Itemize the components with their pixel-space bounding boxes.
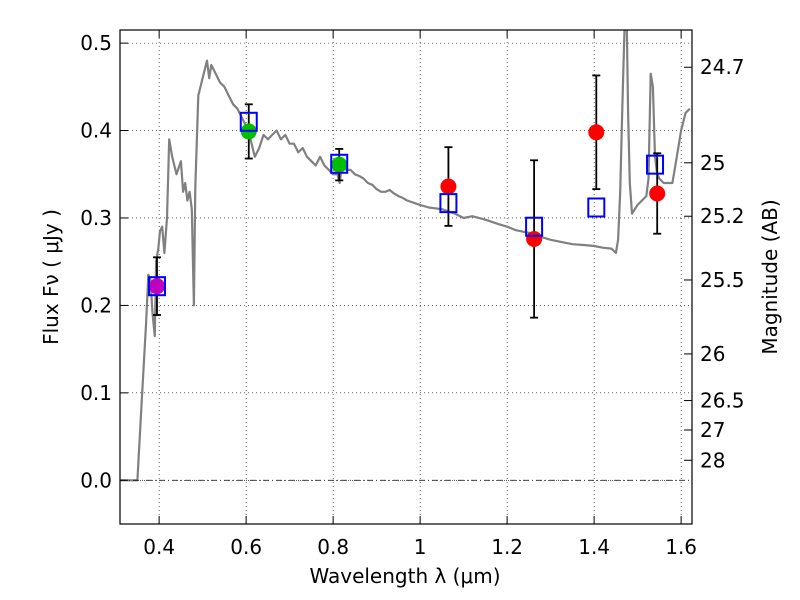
y2-tick-label: 26.5 bbox=[700, 389, 745, 413]
observed-point bbox=[649, 185, 666, 202]
observed-point bbox=[148, 278, 165, 295]
x-tick-label: 0.8 bbox=[317, 535, 349, 559]
y-tick-label: 0.2 bbox=[80, 293, 112, 317]
y-tick-label: 0.5 bbox=[80, 31, 112, 55]
x-tick-label: 0.4 bbox=[143, 535, 175, 559]
grid bbox=[120, 30, 692, 524]
x-axis-label: Wavelength λ (μm) bbox=[309, 564, 500, 588]
x-tick-label: 1.6 bbox=[665, 535, 697, 559]
observed-point bbox=[440, 178, 457, 195]
y2-tick-label: 25.5 bbox=[700, 268, 745, 292]
y2-tick-label: 27 bbox=[700, 418, 725, 442]
observed-point bbox=[526, 230, 543, 247]
x-tick-label: 1.2 bbox=[491, 535, 523, 559]
observed-point bbox=[331, 156, 348, 173]
x-tick-label: 1 bbox=[414, 535, 427, 559]
model-photometry-point bbox=[439, 193, 458, 214]
model-photometry-point bbox=[330, 153, 349, 174]
y2-tick-label: 26 bbox=[700, 342, 725, 366]
sed-model-line bbox=[120, 30, 691, 482]
model-photometry-point bbox=[147, 276, 166, 297]
x-tick-label: 1.4 bbox=[578, 535, 610, 559]
observed-point bbox=[588, 124, 605, 141]
model-photometry-point bbox=[646, 154, 665, 175]
plot-frame bbox=[119, 29, 693, 525]
y-tick-label: 0.1 bbox=[80, 381, 112, 405]
observed-points bbox=[148, 123, 666, 295]
axis-ticks: 0.4 0.6 0.8 1 1.2 1.4 1.6 0.0 0.1 0.2 0.3 0.4 0.5 24.… bbox=[80, 30, 745, 559]
model-photometry-points bbox=[147, 111, 665, 297]
y-tick-label: 0.4 bbox=[80, 119, 112, 143]
error-bars bbox=[152, 74, 662, 319]
y2-axis-label: Magnitude (AB) bbox=[758, 199, 782, 354]
y-tick-label: 0.0 bbox=[80, 468, 112, 492]
sed-model-layer bbox=[120, 30, 691, 482]
y2-tick-label: 25 bbox=[700, 151, 725, 175]
model-photometry-point bbox=[525, 216, 544, 237]
y-tick-label: 0.3 bbox=[80, 206, 112, 230]
y2-tick-label: 25.2 bbox=[700, 204, 745, 228]
y2-tick-label: 24.7 bbox=[700, 55, 745, 79]
y-axis-label: Flux Fν ( μJy ) bbox=[39, 209, 63, 345]
x-tick-label: 0.6 bbox=[230, 535, 262, 559]
model-photometry-point bbox=[587, 197, 606, 218]
model-photometry-point bbox=[239, 111, 258, 132]
y2-tick-label: 28 bbox=[700, 448, 725, 472]
